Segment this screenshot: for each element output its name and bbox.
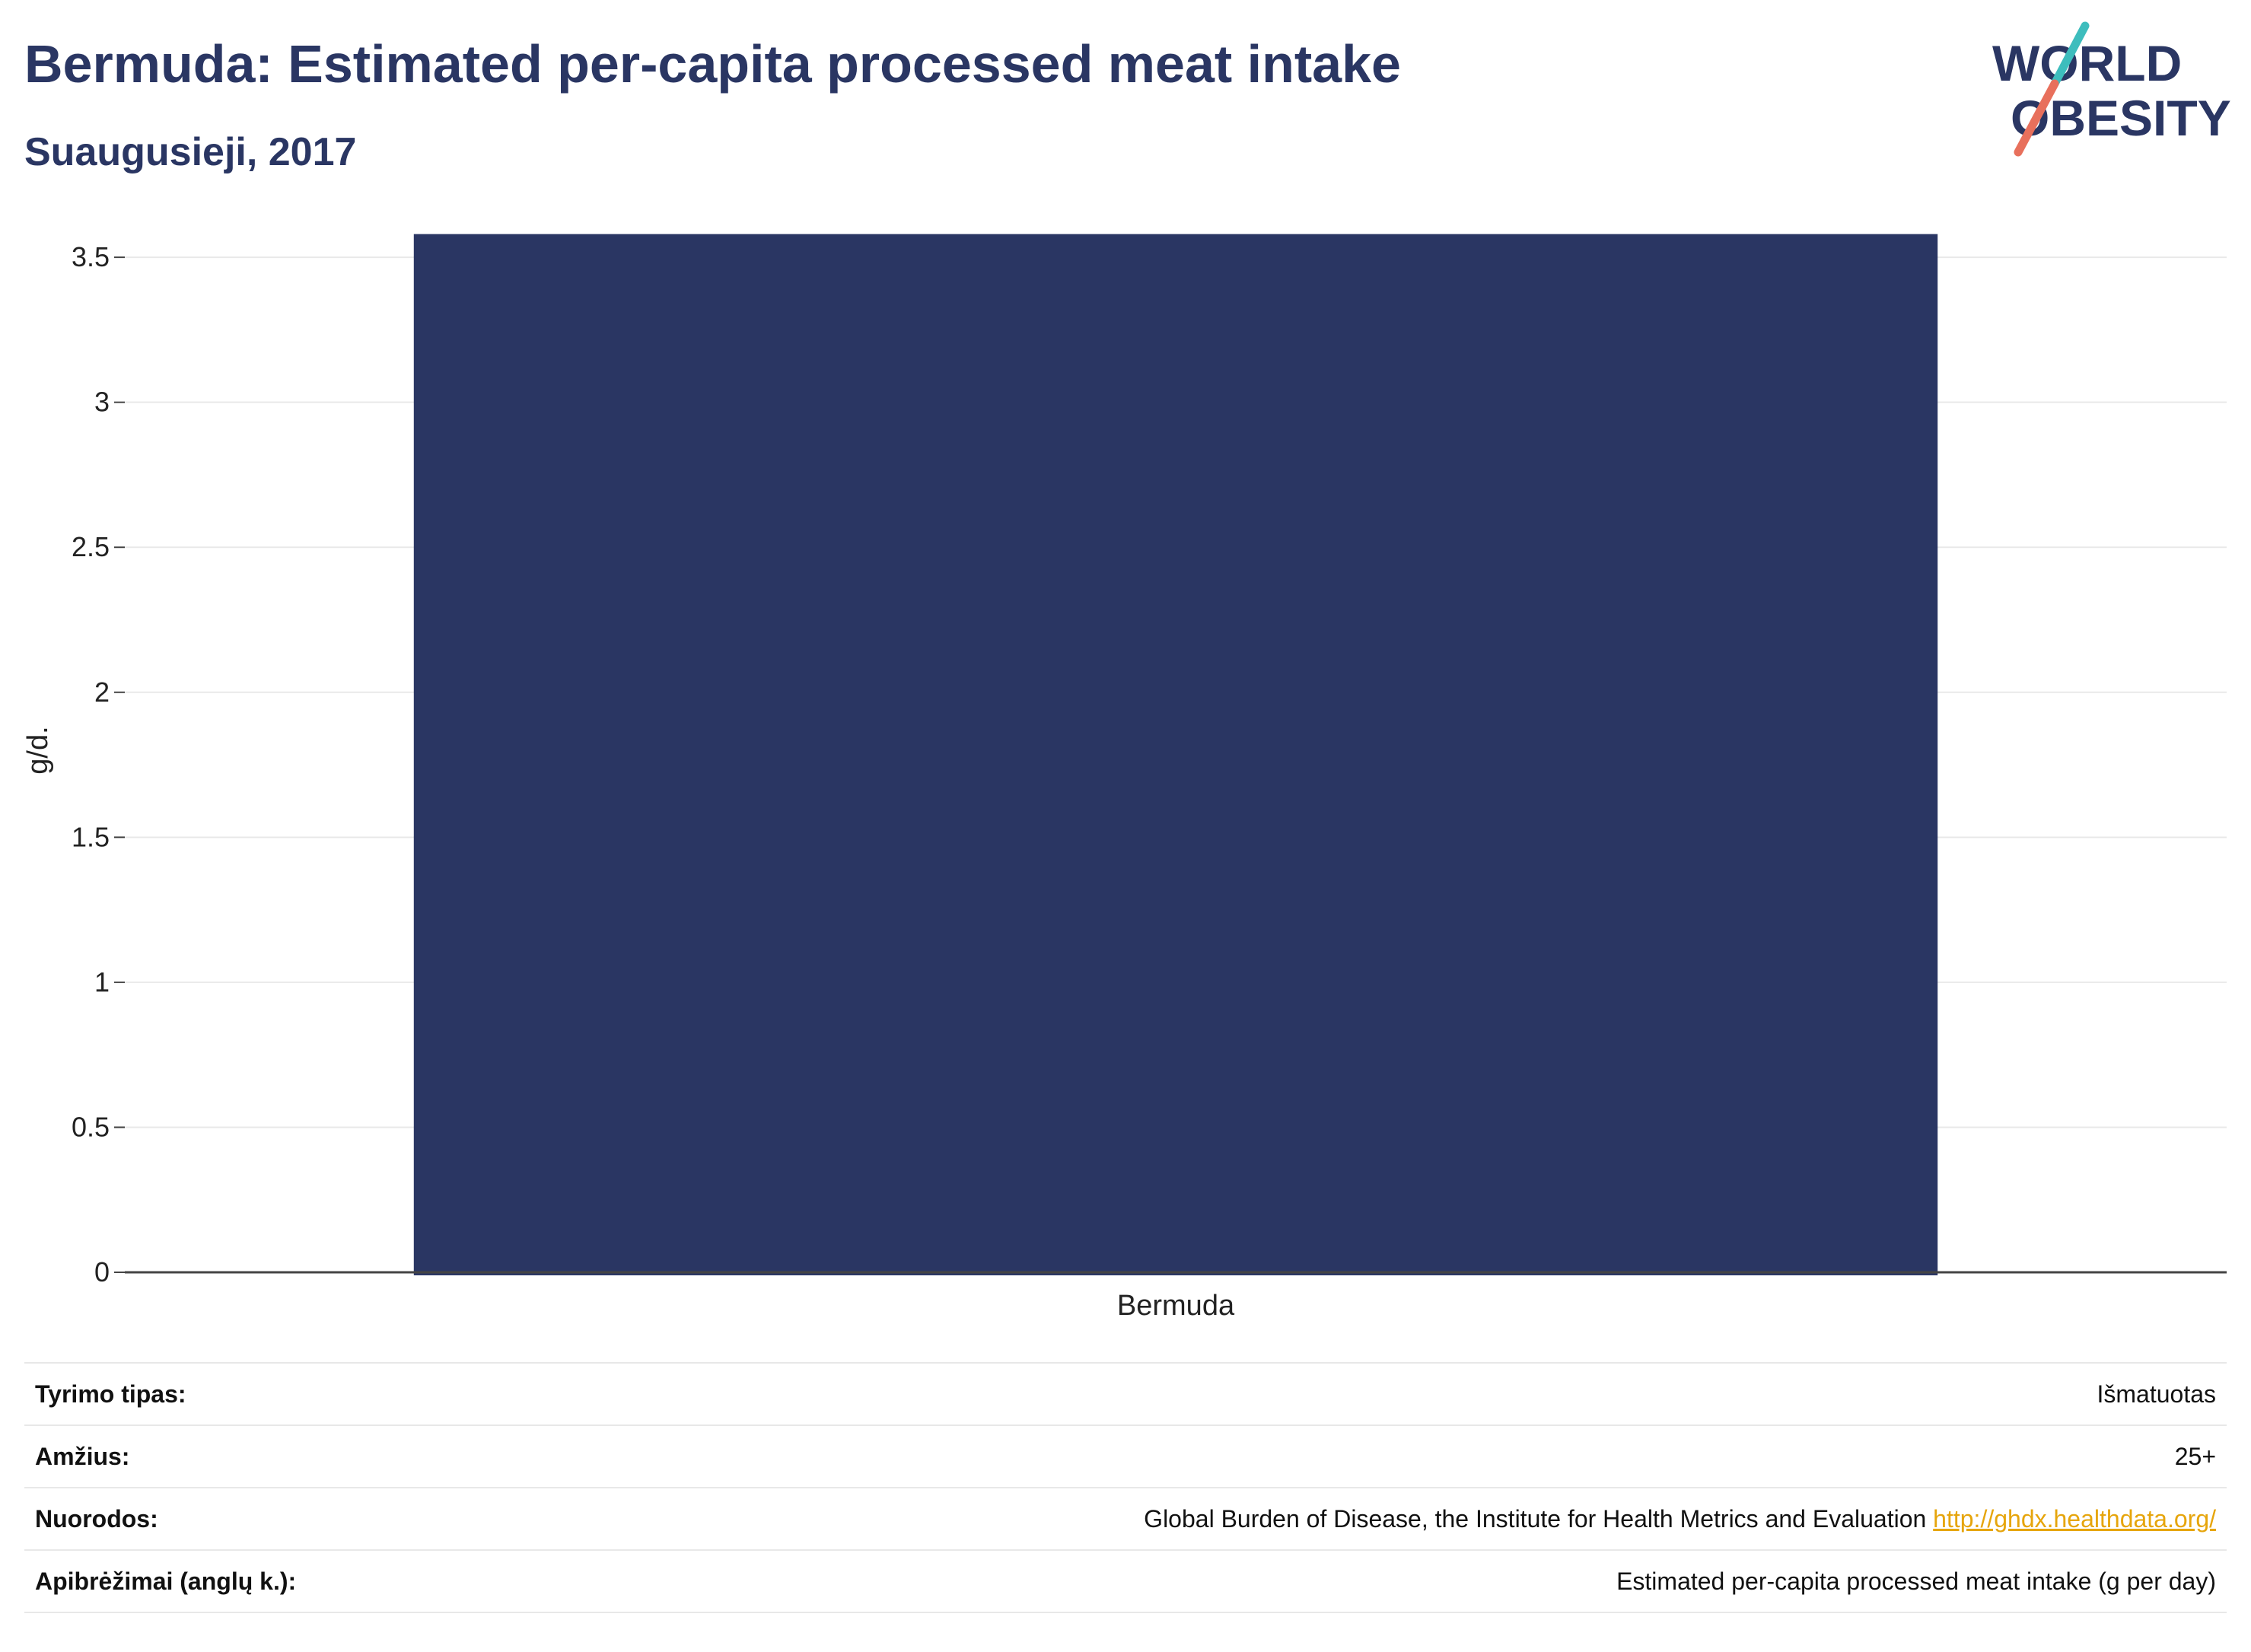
y-tick-label: 0: [94, 1256, 110, 1288]
y-tick-label: 0.5: [72, 1111, 110, 1142]
meta-label: Tyrimo tipas:: [24, 1362, 477, 1426]
chart-title: Bermuda: Estimated per-capita processed …: [24, 34, 1401, 94]
logo-accent-coral: [2014, 79, 2059, 157]
meta-row-references: Nuorodos: Global Burden of Disease, the …: [24, 1487, 2227, 1551]
meta-row-age: Amžius: 25+: [24, 1424, 2227, 1488]
bar-chart: 0 0.5 1 1.5 2 2.5 3 3.5 Bermuda g/d.: [22, 234, 2227, 1322]
meta-label: Apibrėžimai (anglų k.):: [24, 1549, 477, 1613]
x-tick-labels: Bermuda: [1117, 1290, 1235, 1322]
meta-row-study-type: Tyrimo tipas: Išmatuotas: [24, 1362, 2227, 1426]
reference-link[interactable]: http://ghdx.healthdata.org/: [1933, 1504, 2216, 1533]
meta-label: Amžius:: [24, 1424, 477, 1488]
meta-value: 25+: [476, 1424, 2227, 1488]
y-tick-labels: 0 0.5 1 1.5 2 2.5 3 3.5: [72, 241, 110, 1288]
logo-accent-teal: [2050, 21, 2090, 88]
world-obesity-logo: WORLD OBESITY: [1992, 21, 2231, 157]
y-tick-label: 3.5: [72, 241, 110, 272]
y-tick-label: 2: [94, 676, 110, 708]
meta-value: Estimated per-capita processed meat inta…: [476, 1549, 2227, 1613]
bar[interactable]: [413, 234, 1938, 1276]
meta-label: Nuorodos:: [24, 1487, 477, 1551]
y-tick-label: 1: [94, 966, 110, 998]
logo-text-world: WORLD: [1992, 35, 2182, 91]
metadata-table: Tyrimo tipas: Išmatuotas Amžius: 25+ Nuo…: [24, 1362, 2227, 1613]
meta-value: Išmatuotas: [476, 1362, 2227, 1426]
y-tick-label: 3: [94, 387, 110, 418]
meta-value: Global Burden of Disease, the Institute …: [476, 1487, 2227, 1551]
chart-subtitle: Suaugusieji, 2017: [24, 130, 357, 174]
reference-text: Global Burden of Disease, the Institute …: [1144, 1504, 1927, 1533]
meta-row-definitions: Apibrėžimai (anglų k.): Estimated per-ca…: [24, 1549, 2227, 1613]
x-tick-label: Bermuda: [1117, 1290, 1235, 1322]
bars: [413, 234, 1938, 1276]
y-tick-label: 1.5: [72, 821, 110, 852]
y-axis-label: g/d.: [22, 726, 54, 774]
y-tick-label: 2.5: [72, 531, 110, 562]
